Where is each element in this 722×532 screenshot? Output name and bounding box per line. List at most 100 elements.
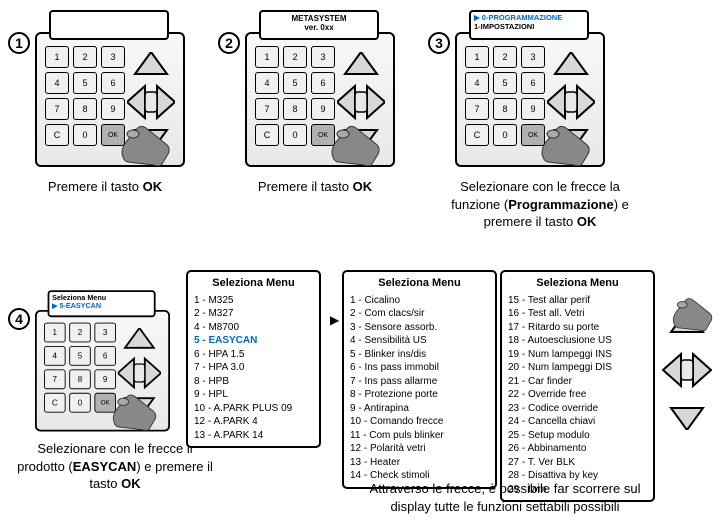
step-3-number: 3 <box>428 32 450 54</box>
key-c[interactable] <box>255 124 279 146</box>
menu-funcs-right-title: Seleziona Menu <box>508 276 647 291</box>
menu-item: 4 - M8700 <box>194 321 313 335</box>
menu-item: 23 - Codice override <box>508 402 647 416</box>
menu-item: 12 - A.PARK 4 <box>194 415 313 429</box>
hand-icon-4 <box>110 391 160 432</box>
menu-item: 5 - Blinker ins/dis <box>350 348 489 362</box>
menu-item: 6 - Ins pass immobil <box>350 361 489 375</box>
key-2[interactable]: 2 <box>69 323 91 343</box>
menu-item: 5 - EASYCAN <box>194 334 313 348</box>
key-5[interactable]: 5 <box>493 72 517 94</box>
key-8[interactable]: 8 <box>283 98 307 120</box>
key-2[interactable]: 2 <box>493 46 517 68</box>
menu-item: 9 - HPL <box>194 388 313 402</box>
hand-icon-1 <box>118 122 173 167</box>
menu-funcs-left: Seleziona Menu 1 - Cicalino2 - Com clacs… <box>342 270 497 489</box>
caption-2: Premere il tasto OK <box>230 178 400 196</box>
key-9[interactable]: 9 <box>521 98 545 120</box>
key-6[interactable]: 6 <box>311 72 335 94</box>
menu-item: 25 - Setup modulo <box>508 429 647 443</box>
menu-item: 13 - A.PARK 14 <box>194 429 313 443</box>
menu-item: 10 - Comando frecce <box>350 415 489 429</box>
menu-item: 7 - Ins pass allarme <box>350 375 489 389</box>
menu-item: 11 - Com puls blinker <box>350 429 489 443</box>
menu-item: 8 - HPB <box>194 375 313 389</box>
menu-item: 26 - Abbinamento <box>508 442 647 456</box>
key-7[interactable]: 7 <box>44 369 66 389</box>
key-4[interactable]: 4 <box>255 72 279 94</box>
menu-funcs-left-title: Seleziona Menu <box>350 276 489 291</box>
keys-3: 123 456 7890 <box>465 46 545 146</box>
key-8[interactable]: 8 <box>73 98 97 120</box>
key-4[interactable]: 4 <box>44 346 66 366</box>
key-5[interactable]: 5 <box>73 72 97 94</box>
menu-item: 2 - M327 <box>194 307 313 321</box>
display-4: Seleziona Menu ▶5-EASYCAN <box>48 290 156 317</box>
menu-item: 6 - HPA 1.5 <box>194 348 313 362</box>
key-c[interactable] <box>465 124 489 146</box>
menu-item: 12 - Polarità vetri <box>350 442 489 456</box>
keypad-3: ▶0-PROGRAMMAZIONE 1-IMPOSTAZIONI 1234567… <box>455 32 605 167</box>
key-9[interactable]: 9 <box>311 98 335 120</box>
menu-item: 1 - M325 <box>194 294 313 308</box>
key-1[interactable]: 1 <box>44 323 66 343</box>
key-6[interactable]: 6 <box>94 346 116 366</box>
display-2: METASYSTEM ver. 0xx <box>259 10 379 40</box>
key-2[interactable]: 2 <box>73 46 97 68</box>
key-6[interactable]: 6 <box>101 72 125 94</box>
key-0[interactable]: 0 <box>283 124 307 146</box>
menu-funcs-right: Seleziona Menu 15 - Test allar perif16 -… <box>500 270 655 502</box>
key-0[interactable]: 0 <box>493 124 517 146</box>
keypad-2: METASYSTEM ver. 0xx 1234567890 <box>245 32 395 167</box>
keys-1: 123 456 7890 <box>45 46 125 146</box>
key-7[interactable]: 7 <box>465 98 489 120</box>
keys-2: 123 456 7890 <box>255 46 335 146</box>
hand-icon-3 <box>538 122 593 167</box>
step-1-number: 1 <box>8 32 30 54</box>
key-8[interactable]: 8 <box>493 98 517 120</box>
menu-products: Seleziona Menu 1 - M3252 - M3274 - M8700… <box>186 270 321 448</box>
key-1[interactable]: 1 <box>465 46 489 68</box>
menu-item: 9 - Antirapina <box>350 402 489 416</box>
key-0[interactable]: 0 <box>73 124 97 146</box>
key-3[interactable]: 3 <box>94 323 116 343</box>
key-1[interactable]: 1 <box>45 46 69 68</box>
key-1[interactable]: 1 <box>255 46 279 68</box>
menu-item: 17 - Ritardo su porte <box>508 321 647 335</box>
key-6[interactable]: 6 <box>521 72 545 94</box>
caption-3: Selezionare con le frecce la funzione (P… <box>440 178 640 231</box>
menu-item: 21 - Car finder <box>508 375 647 389</box>
caption-4: Selezionare con le frecce il prodotto (E… <box>15 440 215 493</box>
caption-1: Premere il tasto OK <box>20 178 190 196</box>
menu-item: 10 - A.PARK PLUS 09 <box>194 402 313 416</box>
key-7[interactable]: 7 <box>255 98 279 120</box>
key-9[interactable]: 9 <box>101 98 125 120</box>
menu-item: 2 - Com clacs/sir <box>350 307 489 321</box>
key-9[interactable]: 9 <box>94 369 116 389</box>
bottom-caption: Attraverso le frecce, è possibile far sc… <box>355 480 655 515</box>
key-0[interactable]: 0 <box>69 393 91 413</box>
key-8[interactable]: 8 <box>69 369 91 389</box>
menu-item: 22 - Override free <box>508 388 647 402</box>
display-1 <box>49 10 169 40</box>
key-3[interactable]: 3 <box>101 46 125 68</box>
menu-item: 27 - T. Ver BLK <box>508 456 647 470</box>
key-5[interactable]: 5 <box>69 346 91 366</box>
key-3[interactable]: 3 <box>521 46 545 68</box>
key-4[interactable]: 4 <box>465 72 489 94</box>
display-3: ▶0-PROGRAMMAZIONE 1-IMPOSTAZIONI <box>469 10 589 40</box>
key-3[interactable]: 3 <box>311 46 335 68</box>
side-hand-icon <box>670 295 715 333</box>
menu-item: 3 - Sensore assorb. <box>350 321 489 335</box>
key-4[interactable]: 4 <box>45 72 69 94</box>
menu-products-title: Seleziona Menu <box>194 276 313 291</box>
key-7[interactable]: 7 <box>45 98 69 120</box>
key-2[interactable]: 2 <box>283 46 307 68</box>
key-c[interactable] <box>45 124 69 146</box>
menu-item: 13 - Heater <box>350 456 489 470</box>
menu-item: 16 - Test all. Vetri <box>508 307 647 321</box>
keypad-4: Seleziona Menu ▶5-EASYCAN 1234567890 <box>35 310 170 432</box>
menu-item: 24 - Cancella chiavi <box>508 415 647 429</box>
key-5[interactable]: 5 <box>283 72 307 94</box>
key-c[interactable] <box>44 393 66 413</box>
